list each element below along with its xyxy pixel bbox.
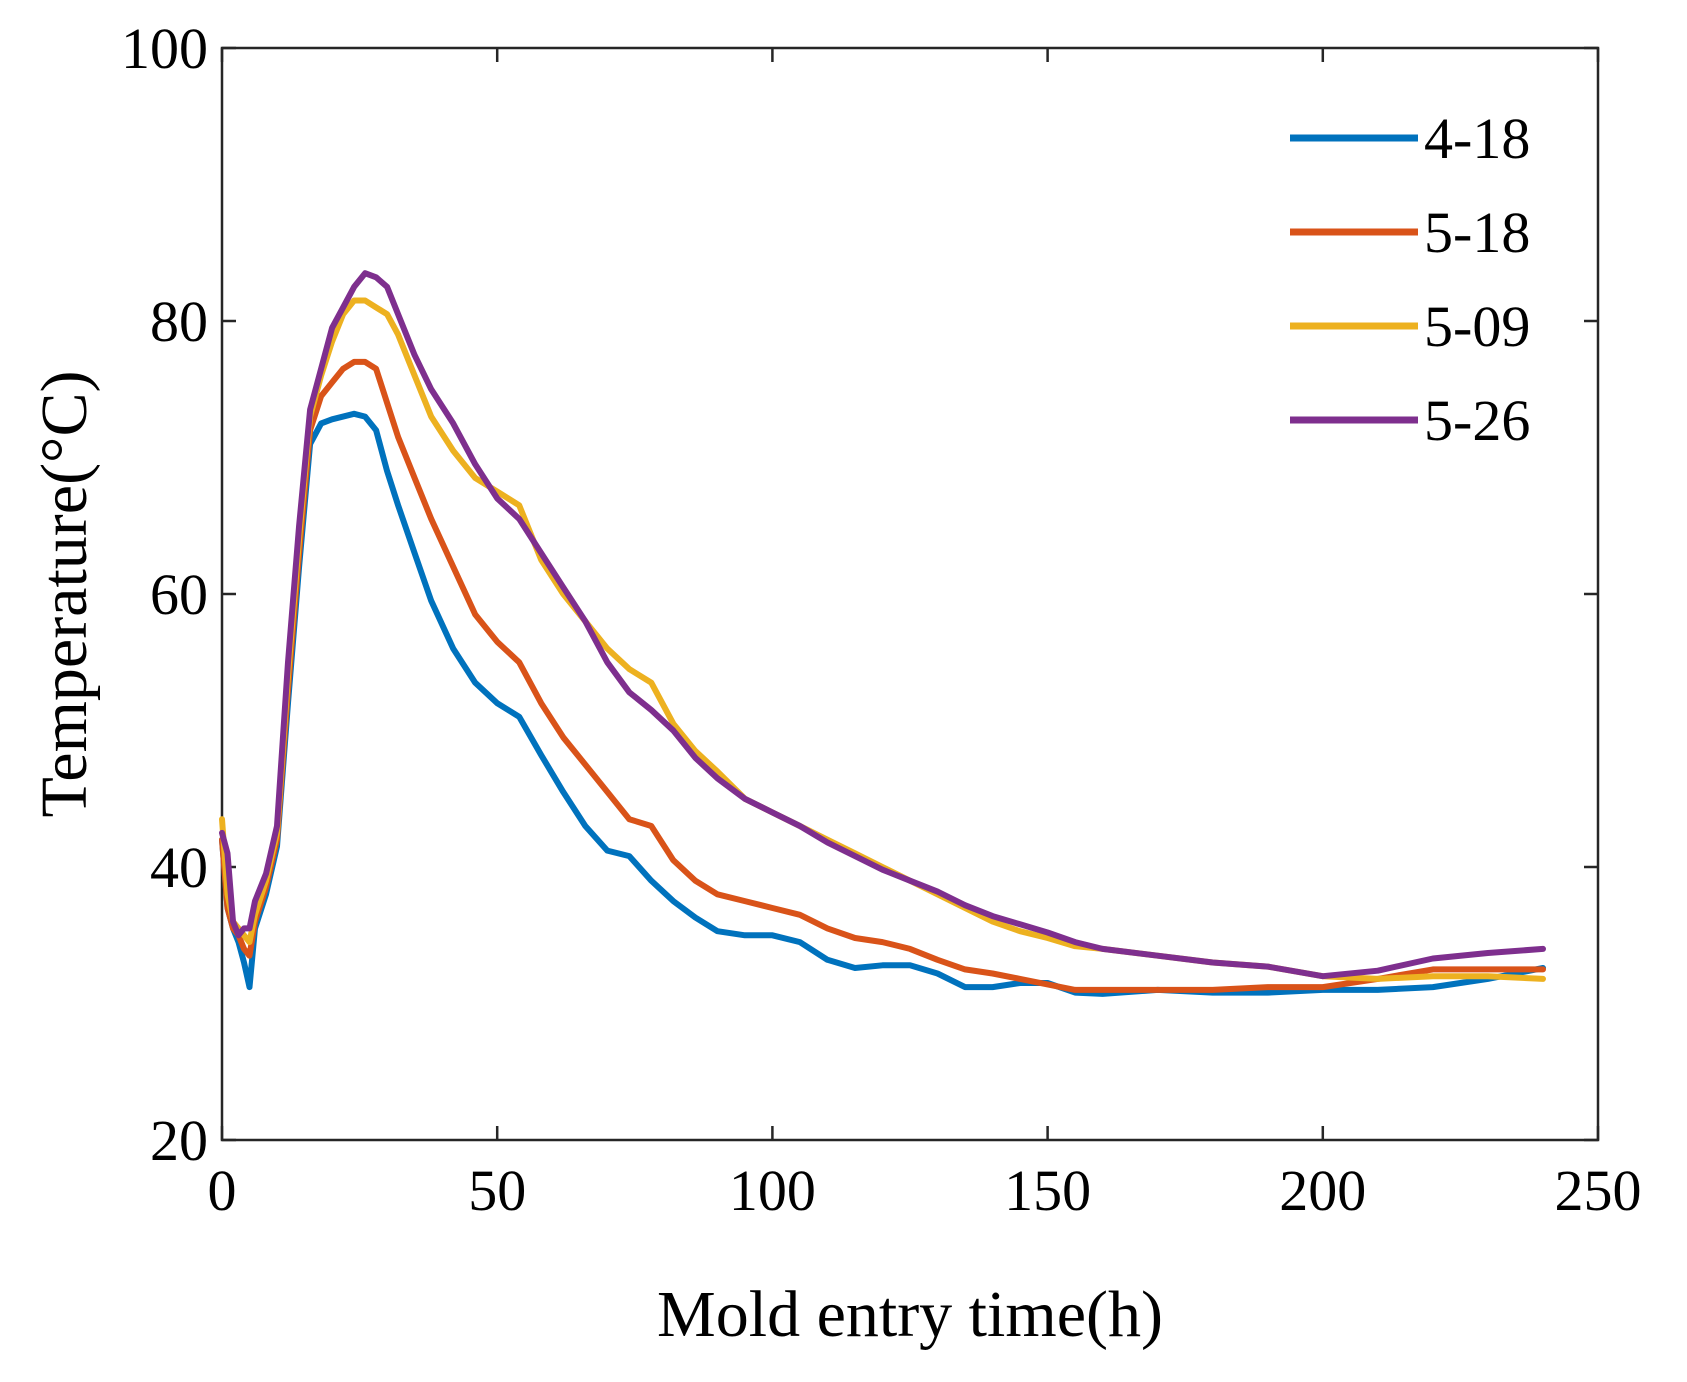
x-tick-label: 150	[1004, 1158, 1091, 1223]
y-axis-title: Temperature(°C)	[28, 371, 101, 818]
legend-label-5-09: 5-09	[1424, 294, 1530, 359]
legend: 4-18 5-18 5-09 5-26	[1290, 106, 1530, 453]
y-tick-label: 60	[150, 562, 208, 627]
x-tick-label: 50	[468, 1158, 526, 1223]
y-tick-label: 40	[150, 835, 208, 900]
x-tick-label: 200	[1279, 1158, 1366, 1223]
y-tick-label: 100	[121, 16, 208, 81]
series-layer	[219, 270, 1546, 997]
x-tick-label: 250	[1555, 1158, 1642, 1223]
legend-label-4-18: 4-18	[1424, 106, 1530, 171]
legend-label-5-26: 5-26	[1424, 388, 1530, 453]
y-axis-ticks: 20 40 60 80 100	[121, 16, 1598, 1173]
series-line-5-26	[219, 270, 1546, 980]
y-tick-label: 80	[150, 289, 208, 354]
x-axis-ticks: 0 50 100 150 200 250	[208, 48, 1642, 1223]
x-tick-label: 0	[208, 1158, 237, 1223]
legend-label-5-18: 5-18	[1424, 200, 1530, 265]
x-tick-label: 100	[729, 1158, 816, 1223]
y-tick-label: 20	[150, 1108, 208, 1173]
x-axis-title: Mold entry time(h)	[657, 1278, 1163, 1351]
